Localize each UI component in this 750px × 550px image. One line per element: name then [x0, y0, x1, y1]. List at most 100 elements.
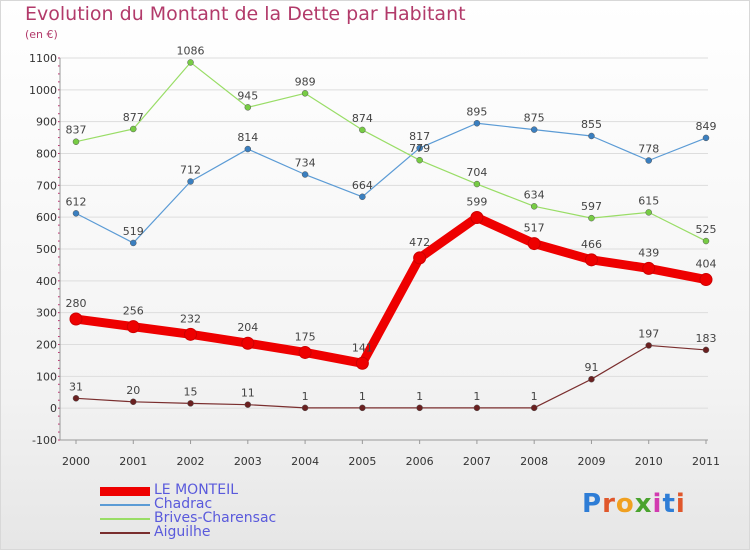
data-point [130, 125, 137, 133]
data-label: 519 [123, 225, 144, 238]
data-point [126, 320, 140, 334]
data-label: 175 [295, 330, 316, 343]
legend-swatch [100, 486, 150, 496]
logo-letter: r [602, 489, 616, 519]
chart-title: Evolution du Montant de la Dette par Hab… [25, 3, 466, 25]
data-label: 615 [638, 194, 659, 207]
data-label: 404 [696, 258, 717, 271]
data-label: 11 [241, 387, 255, 400]
y-tick-label: 800 [36, 148, 57, 161]
logo-letter: P [582, 489, 603, 519]
data-point [72, 210, 80, 217]
y-tick-label: 600 [36, 211, 57, 224]
data-point [473, 120, 481, 127]
data-label: 664 [352, 179, 373, 192]
data-label: 1086 [177, 44, 205, 57]
data-point [530, 404, 538, 412]
data-point [416, 144, 423, 152]
y-tick-label: 900 [36, 116, 57, 129]
series-line [75, 344, 707, 409]
data-point [530, 203, 538, 210]
x-tick-label: 2001 [119, 455, 147, 468]
data-label: 256 [123, 305, 144, 318]
data-point [473, 404, 481, 412]
data-label: 141 [352, 341, 373, 354]
series-line [75, 61, 707, 242]
y-tick-label: 700 [36, 179, 57, 192]
legend-label: Chadrac [154, 496, 213, 512]
data-label: 280 [66, 297, 87, 310]
x-tick-label: 2002 [177, 455, 205, 468]
data-label: 704 [466, 166, 487, 179]
data-label: 817 [409, 130, 430, 143]
data-point [416, 404, 423, 412]
data-label: 1 [416, 390, 423, 403]
data-label: 20 [126, 384, 140, 397]
legend-swatch [100, 532, 150, 534]
data-label: 204 [237, 321, 258, 334]
y-tick-label: 0 [50, 402, 57, 415]
data-point [588, 132, 595, 140]
data-point [359, 193, 366, 201]
x-tick-label: 2004 [291, 455, 319, 468]
data-label: 15 [184, 385, 198, 398]
data-point [184, 327, 198, 341]
data-label: 439 [638, 246, 659, 259]
data-label: 597 [581, 200, 602, 213]
legend-label: LE MONTEIL [154, 482, 238, 498]
series-line [71, 212, 711, 368]
y-tick-label: 1100 [29, 52, 57, 65]
legend-label: Brives-Charensac [154, 510, 277, 526]
data-point [413, 251, 427, 265]
data-label: 1 [302, 390, 309, 403]
data-label: 525 [696, 223, 717, 236]
logo-letter: i [675, 489, 686, 519]
data-label: 599 [466, 195, 487, 208]
y-tick-label: 400 [36, 275, 57, 288]
logo-letter: x [634, 489, 653, 519]
data-point [187, 59, 194, 66]
data-point [301, 404, 309, 412]
x-tick-label: 2007 [463, 455, 491, 468]
data-point [301, 90, 309, 97]
y-tick-label: -100 [32, 434, 57, 447]
data-point [588, 375, 595, 383]
data-label: 1 [473, 390, 480, 403]
data-label: 989 [295, 75, 316, 88]
data-point [244, 104, 252, 111]
data-point [702, 237, 710, 245]
data-point [530, 126, 538, 133]
data-label: 1 [531, 390, 538, 403]
x-tick-label: 2006 [406, 455, 434, 468]
legend-label: Aiguilhe [154, 524, 211, 540]
data-point [699, 273, 713, 287]
data-point [301, 171, 309, 178]
data-point [473, 180, 481, 188]
data-point [72, 395, 80, 402]
x-tick-label: 2008 [520, 455, 548, 468]
chart-subtitle: (en €) [25, 28, 58, 41]
data-label: 712 [180, 164, 201, 177]
data-point [130, 398, 137, 406]
data-point [187, 178, 194, 185]
data-label: 877 [123, 111, 144, 124]
data-point [244, 401, 252, 408]
series-line [75, 122, 707, 244]
data-label: 734 [295, 157, 316, 170]
data-label: 517 [524, 222, 545, 235]
data-label: 232 [180, 312, 201, 325]
data-point [702, 134, 710, 142]
data-point [359, 404, 366, 412]
logo-letter: i [652, 489, 663, 519]
y-tick-label: 300 [36, 307, 57, 320]
proxiti-logo: Proxiti [582, 489, 686, 519]
data-label: 183 [696, 332, 717, 345]
data-point [645, 209, 652, 216]
data-label: 197 [638, 327, 659, 340]
x-tick-label: 2010 [635, 455, 663, 468]
x-tick-label: 2003 [234, 455, 262, 468]
data-point [355, 356, 369, 370]
data-label: 472 [409, 236, 430, 249]
data-label: 855 [581, 118, 602, 131]
